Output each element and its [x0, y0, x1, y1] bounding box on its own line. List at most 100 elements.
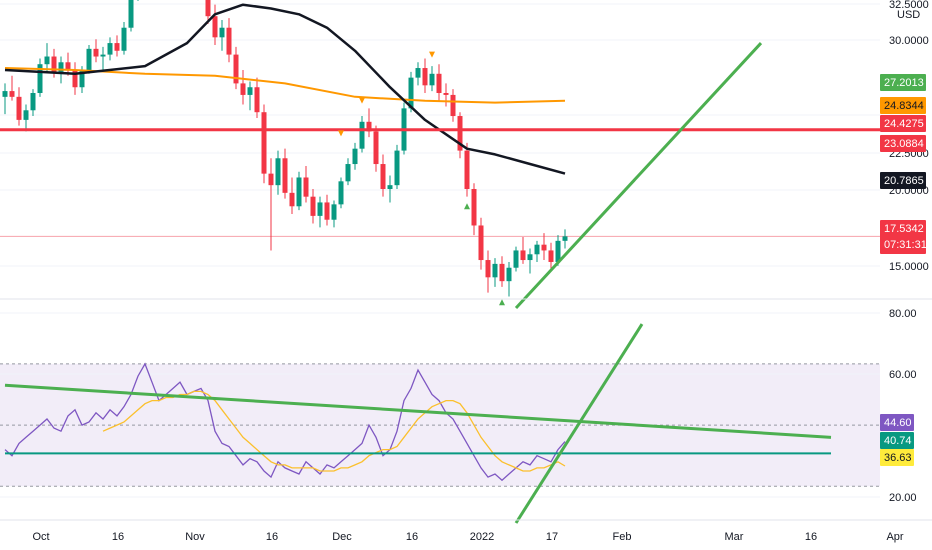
price-badge-value: 27.2013	[884, 77, 924, 89]
time-axis[interactable]: Oct 16 Nov 16 Dec 16 2022 17 Feb Mar 16 Apr	[0, 519, 932, 543]
price-badge-value: 23.0884	[884, 138, 924, 150]
candle	[352, 142, 358, 170]
candle	[121, 21, 127, 55]
time-axis-tick: Dec	[332, 531, 352, 543]
candle	[464, 142, 470, 197]
rsi-signal-line[interactable]	[102, 390, 566, 472]
candle	[100, 46, 106, 72]
candle	[443, 83, 449, 107]
price-badge-value: 24.8344	[884, 100, 924, 112]
rsi-axis[interactable]: 80.00 60.00 20.00 44.60 40.74 36.63	[880, 308, 917, 504]
rsi-badge[interactable]: 40.74	[880, 432, 914, 449]
candle	[86, 45, 92, 74]
candle	[296, 171, 302, 211]
time-axis-tick: Oct	[32, 531, 49, 543]
candle	[16, 87, 22, 126]
time-axis-tick: 16	[805, 531, 817, 543]
price-badge-value: 17.5342	[884, 223, 924, 235]
candle	[65, 52, 71, 76]
candle	[436, 64, 442, 101]
candle	[240, 69, 246, 105]
rsi-axis-tick: 60.00	[889, 369, 917, 381]
time-axis-tick: 16	[112, 531, 124, 543]
candle	[499, 256, 505, 287]
candle	[23, 104, 29, 132]
sell-signal-marker	[359, 97, 365, 104]
rsi-badge[interactable]: 44.60	[880, 414, 914, 431]
price-axis[interactable]: USD 32.500030.000022.500020.000015.00002…	[880, 0, 929, 273]
candle	[212, 4, 218, 45]
candle	[373, 125, 379, 172]
candle	[338, 177, 344, 209]
candle	[93, 39, 99, 63]
candle	[268, 158, 274, 251]
candle	[457, 112, 463, 159]
price-badge[interactable]: 27.2013	[880, 74, 926, 91]
candle	[380, 154, 386, 197]
candle	[107, 37, 113, 61]
candle	[415, 62, 421, 86]
time-axis-tick: Nov	[185, 531, 205, 543]
price-badge[interactable]: 17.5342	[880, 220, 926, 254]
candle	[541, 233, 547, 261]
price-badge[interactable]: 23.0884	[880, 135, 926, 152]
price-badge[interactable]: 24.4275	[880, 115, 926, 132]
price-badge-value: 24.4275	[884, 118, 924, 130]
price-badge[interactable]: 24.8344	[880, 97, 926, 114]
candle	[247, 81, 253, 111]
candle	[233, 46, 239, 90]
candle	[37, 58, 43, 97]
candle	[114, 35, 120, 57]
rsi-badge[interactable]: 36.63	[880, 449, 914, 466]
buy-signal-marker	[464, 203, 470, 210]
candle	[128, 0, 134, 32]
time-axis-tick: Feb	[613, 531, 632, 543]
candle	[394, 144, 400, 189]
price-axis-tick: 32.5000	[889, 0, 929, 11]
candle	[387, 175, 393, 203]
price-axis-tick: 30.0000	[889, 35, 929, 47]
candle	[527, 248, 533, 274]
candle	[450, 89, 456, 122]
moving-average-long[interactable]	[4, 3, 566, 175]
candle	[485, 250, 491, 293]
sell-signal-marker	[429, 51, 435, 58]
rsi-trendline-descending[interactable]	[4, 383, 832, 439]
candle	[30, 89, 36, 117]
time-axis-tick: 17	[546, 531, 558, 543]
candle	[429, 66, 435, 92]
candle	[324, 194, 330, 226]
rsi-badge-value: 40.74	[884, 435, 912, 447]
candle	[226, 18, 232, 63]
candle	[366, 108, 372, 138]
candle	[534, 240, 540, 262]
rsi-trendline-ascending[interactable]	[514, 323, 644, 524]
rsi-badge-value: 36.63	[884, 452, 912, 464]
candle	[562, 229, 568, 249]
price-badge[interactable]: 20.7865	[880, 172, 926, 189]
candle	[492, 258, 498, 287]
candle	[289, 177, 295, 214]
buy-signal-marker	[499, 299, 505, 306]
candle	[471, 183, 477, 236]
rsi-pane	[0, 312, 880, 524]
candle	[331, 200, 337, 228]
candle	[219, 20, 225, 51]
price-axis-tick: 15.0000	[889, 261, 929, 273]
candle	[9, 75, 15, 101]
candle	[359, 116, 365, 153]
rsi-line[interactable]	[4, 362, 566, 482]
trendline[interactable]	[514, 42, 763, 310]
candle	[205, 0, 211, 24]
time-axis-tick: Apr	[886, 531, 903, 543]
candle	[506, 261, 512, 297]
currency-label: USD	[897, 9, 920, 21]
candle	[282, 148, 288, 199]
candle	[345, 158, 351, 186]
candle	[72, 62, 78, 95]
candle	[2, 83, 8, 115]
moving-average-short[interactable]	[4, 67, 566, 104]
candle	[275, 150, 281, 195]
time-axis-tick: 16	[406, 531, 418, 543]
time-axis-tick: 16	[266, 531, 278, 543]
